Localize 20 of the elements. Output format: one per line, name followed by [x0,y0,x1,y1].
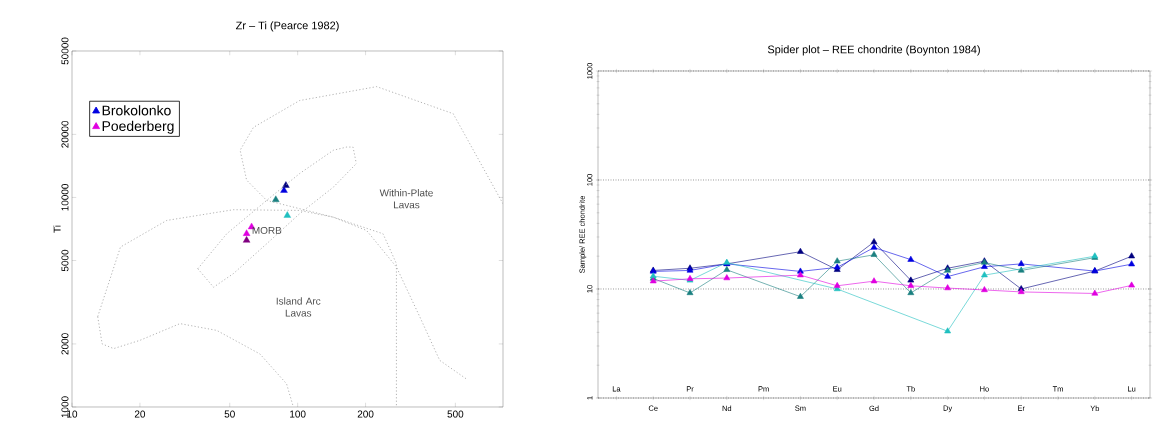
chart-title: Spider plot – REE chondrite (Boynton 1984) [767,45,980,56]
legend-label: Brokolonko [102,105,171,116]
chart-title: Zr – Ti (Pearce 1982) [235,21,339,32]
y-tick-label: 20000 [61,120,69,148]
x-tick-label: 50 [224,410,235,418]
annotation: Within-Plate Lavas [379,189,433,209]
legend-label: Poederberg [102,120,174,134]
y-tick-label: 50000 [61,37,69,65]
annotation: Island Arc Lavas [276,297,321,317]
x-tick-label: 500 [447,410,464,418]
y-tick-label: 1000 [61,396,69,418]
x-tick-label: 10 [67,410,78,418]
x-tick-label: 100 [290,410,306,418]
y-tick-label: 5000 [61,249,69,272]
x-tick-label: 200 [357,410,374,418]
x-tick-label: 20 [134,410,146,418]
y-axis-title: Ti [53,225,61,233]
annotation: MORB [252,226,282,234]
y-tick-label: 10000 [61,183,69,211]
y-tick-label: 2000 [61,333,69,355]
